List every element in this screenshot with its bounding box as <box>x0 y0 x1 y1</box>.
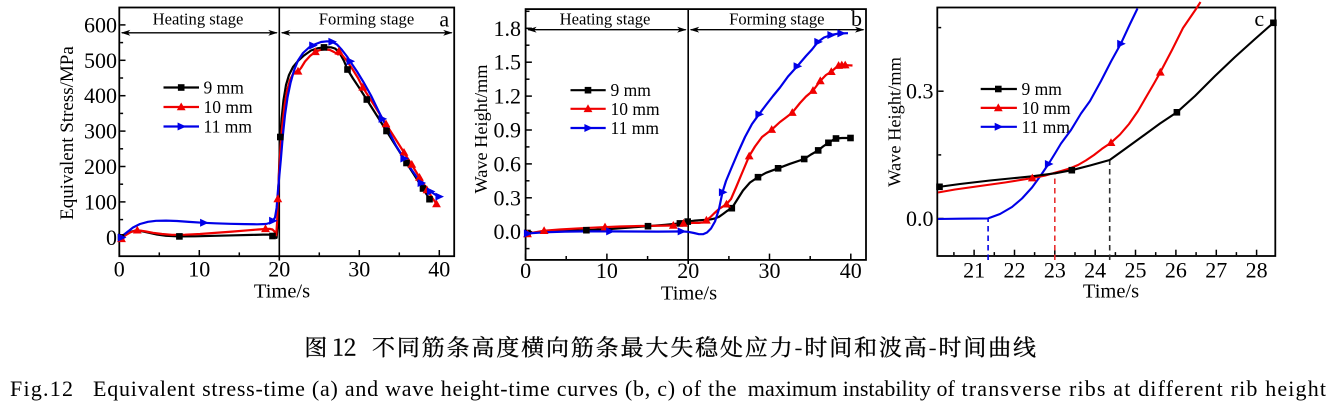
svg-text:b: b <box>851 6 862 31</box>
svg-text:11 mm: 11 mm <box>1022 117 1071 137</box>
svg-text:0: 0 <box>106 225 117 250</box>
svg-text:20: 20 <box>677 258 699 283</box>
svg-text:1.2: 1.2 <box>494 84 522 109</box>
svg-text:20: 20 <box>268 257 290 282</box>
svg-text:30: 30 <box>348 257 370 282</box>
svg-text:11 mm: 11 mm <box>204 117 253 137</box>
svg-text:Equivalent stress-time (a) and: Equivalent stress-time (a) and wave heig… <box>93 376 737 401</box>
svg-text:0.0: 0.0 <box>906 206 934 231</box>
svg-text:100: 100 <box>84 189 117 214</box>
svg-text:0.3: 0.3 <box>494 185 522 210</box>
svg-text:0.3: 0.3 <box>906 79 934 104</box>
svg-text:c: c <box>1254 6 1264 31</box>
svg-text:10 mm: 10 mm <box>204 97 253 117</box>
svg-text:Time/s: Time/s <box>1083 281 1139 303</box>
svg-text:23: 23 <box>1044 258 1066 283</box>
svg-text:10 mm: 10 mm <box>611 99 660 119</box>
svg-text:10: 10 <box>596 258 618 283</box>
svg-text:9 mm: 9 mm <box>611 80 652 100</box>
svg-text:300: 300 <box>84 119 117 144</box>
svg-text:200: 200 <box>84 154 117 179</box>
svg-text:9 mm: 9 mm <box>1022 79 1063 99</box>
svg-text:400: 400 <box>84 83 117 108</box>
svg-text:a: a <box>439 6 449 31</box>
svg-text:0.0: 0.0 <box>494 219 522 244</box>
svg-text:Wave Height/mm: Wave Height/mm <box>885 56 905 186</box>
svg-text:Time/s: Time/s <box>254 281 310 303</box>
svg-text:Wave Height/mm: Wave Height/mm <box>471 64 491 193</box>
svg-text:22: 22 <box>1003 258 1025 283</box>
svg-text:0: 0 <box>114 257 125 282</box>
svg-text:11 mm: 11 mm <box>611 118 660 138</box>
svg-text:0.6: 0.6 <box>494 151 522 176</box>
svg-text:27: 27 <box>1205 258 1227 283</box>
svg-text:30: 30 <box>759 258 781 283</box>
svg-text:Time/s: Time/s <box>661 283 717 305</box>
svg-text:0: 0 <box>520 258 531 283</box>
svg-text:24: 24 <box>1084 258 1106 283</box>
svg-text:Heating stage: Heating stage <box>153 9 244 28</box>
svg-text:28: 28 <box>1246 258 1268 283</box>
svg-text:Fig.12: Fig.12 <box>10 376 73 401</box>
svg-text:9 mm: 9 mm <box>204 78 245 98</box>
svg-text:1.8: 1.8 <box>494 16 522 41</box>
svg-text:0.9: 0.9 <box>494 118 522 143</box>
svg-text:10 mm: 10 mm <box>1022 98 1071 118</box>
svg-text:Equivalent Stress/MPa: Equivalent Stress/MPa <box>57 46 78 220</box>
svg-text:Heating stage: Heating stage <box>560 9 651 28</box>
svg-text:1.5: 1.5 <box>494 50 522 75</box>
svg-text:10: 10 <box>188 257 210 282</box>
svg-text:Forming stage: Forming stage <box>729 9 824 28</box>
svg-text:40: 40 <box>428 257 450 282</box>
svg-text:25: 25 <box>1125 258 1147 283</box>
svg-text:600: 600 <box>84 12 117 37</box>
svg-text:26: 26 <box>1165 258 1187 283</box>
svg-text:Forming stage: Forming stage <box>319 9 414 28</box>
svg-text:40: 40 <box>840 258 862 283</box>
svg-text:maximum instability of: maximum instability of <box>748 376 956 401</box>
svg-text:transverse ribs at different r: transverse ribs at different rib height <box>962 376 1327 401</box>
svg-text:500: 500 <box>84 48 117 73</box>
svg-text:21: 21 <box>963 258 985 283</box>
